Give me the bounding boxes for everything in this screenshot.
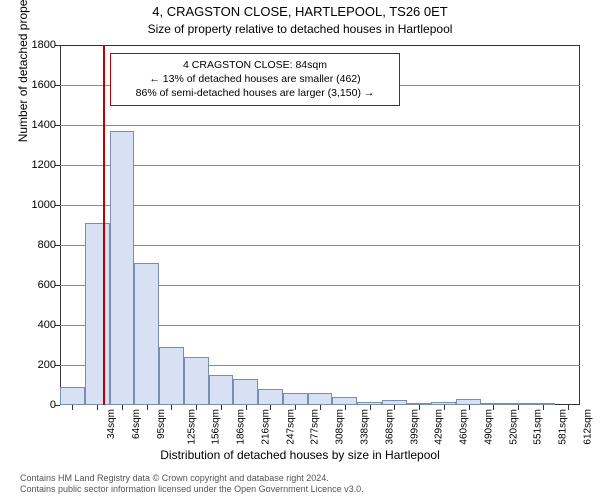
footer-line1: Contains HM Land Registry data © Crown c… (20, 473, 364, 485)
xtick-label: 490sqm (483, 409, 494, 445)
xtick-label: 156sqm (211, 409, 222, 445)
xtick-label: 581sqm (558, 409, 569, 445)
ytick-label: 800 (16, 239, 56, 251)
xtick-label: 551sqm (533, 409, 544, 445)
histogram-bar (283, 393, 308, 405)
ytick-label: 1800 (16, 39, 56, 51)
plot-area: 4 CRAGSTON CLOSE: 84sqm ← 13% of detache… (60, 45, 580, 405)
chart-title-line1: 4, CRAGSTON CLOSE, HARTLEPOOL, TS26 0ET (0, 4, 600, 19)
x-axis-label: Distribution of detached houses by size … (0, 448, 600, 462)
ytick-label: 1200 (16, 159, 56, 171)
histogram-bar (60, 387, 85, 405)
ytick-label: 1400 (16, 119, 56, 131)
footer-attribution: Contains HM Land Registry data © Crown c… (20, 473, 364, 496)
xtick-label: 429sqm (434, 409, 445, 445)
histogram-bar (184, 357, 209, 405)
xtick-label: 186sqm (236, 409, 247, 445)
chart-title-line2: Size of property relative to detached ho… (0, 22, 600, 36)
histogram-bar (134, 263, 159, 405)
ytick-label: 0 (16, 399, 56, 411)
xtick-label: 338sqm (360, 409, 371, 445)
xtick-label: 247sqm (285, 409, 296, 445)
ytick-label: 400 (16, 319, 56, 331)
ytick-label: 1600 (16, 79, 56, 91)
annotation-line3: 86% of semi-detached houses are larger (… (119, 86, 391, 100)
property-marker-line (103, 45, 105, 405)
ytick-label: 600 (16, 279, 56, 291)
annotation-box: 4 CRAGSTON CLOSE: 84sqm ← 13% of detache… (110, 53, 400, 106)
ytick-label: 200 (16, 359, 56, 371)
xtick-label: 399sqm (409, 409, 420, 445)
xtick-label: 612sqm (582, 409, 593, 445)
histogram-bar (233, 379, 258, 405)
histogram-bar (85, 223, 110, 405)
footer-line2: Contains public sector information licen… (20, 484, 364, 496)
histogram-bar (258, 389, 283, 405)
xtick-label: 125sqm (186, 409, 197, 445)
xtick-label: 216sqm (261, 409, 272, 445)
xtick-label: 520sqm (508, 409, 519, 445)
histogram-bar (332, 397, 357, 405)
xtick-label: 34sqm (106, 409, 117, 439)
xtick-label: 308sqm (335, 409, 346, 445)
xtick-label: 277sqm (310, 409, 321, 445)
annotation-line1: 4 CRAGSTON CLOSE: 84sqm (119, 58, 391, 72)
ytick-label: 1000 (16, 199, 56, 211)
histogram-bar (110, 131, 135, 405)
histogram-bar (159, 347, 184, 405)
histogram-bar (209, 375, 234, 405)
xtick-label: 460sqm (459, 409, 470, 445)
histogram-bar (308, 393, 333, 405)
annotation-line2: ← 13% of detached houses are smaller (46… (119, 72, 391, 86)
xtick-label: 368sqm (384, 409, 395, 445)
xtick-label: 95sqm (156, 409, 167, 439)
xtick-label: 64sqm (131, 409, 142, 439)
